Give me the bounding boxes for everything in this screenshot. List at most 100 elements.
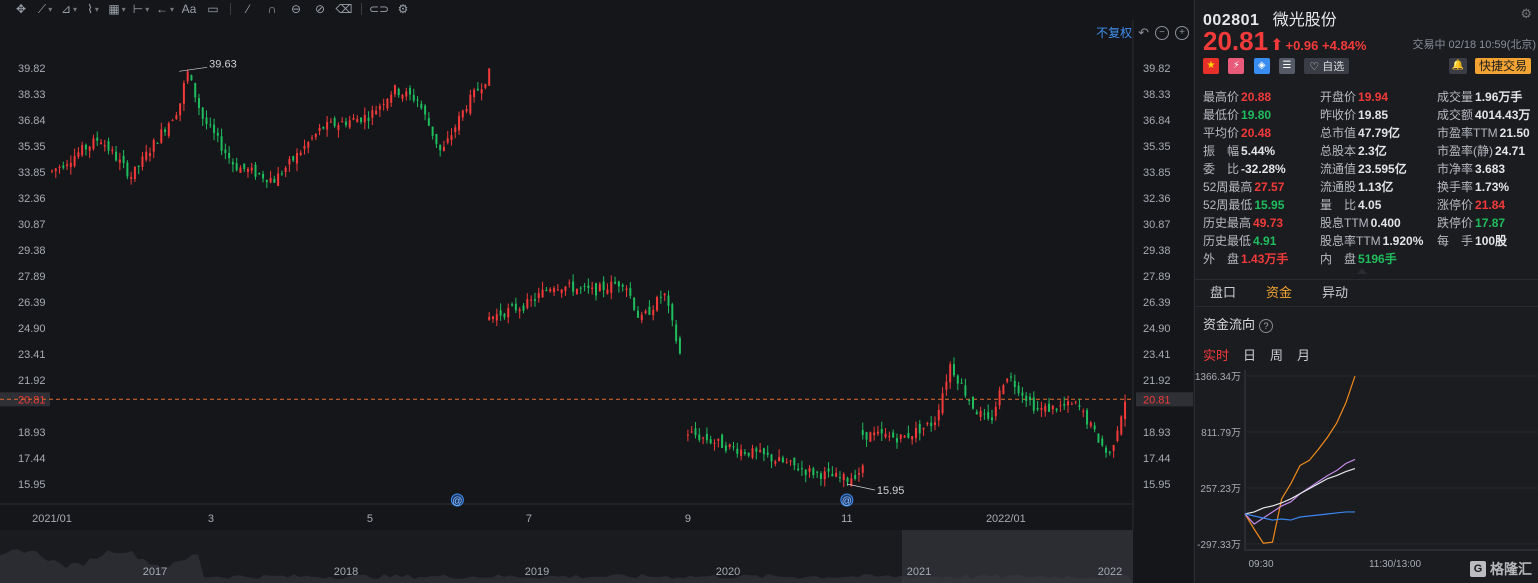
settings-tool-button[interactable]: ⚙ xyxy=(392,1,414,17)
candle-body xyxy=(960,382,963,384)
candle-body xyxy=(869,432,872,442)
min-marker-line xyxy=(846,483,875,491)
comment-tool-icon: ▭ xyxy=(207,2,219,16)
candle-body xyxy=(420,103,423,109)
candle-body xyxy=(621,284,624,287)
quote-value: 20.48 xyxy=(1241,126,1272,140)
candle-body xyxy=(721,434,724,448)
max-price-label: 39.63 xyxy=(209,58,237,70)
candle-body xyxy=(473,89,476,98)
margin-trading-icon[interactable]: ⚡ xyxy=(1228,58,1245,74)
candle-body xyxy=(352,117,355,120)
candle-body xyxy=(107,141,110,151)
text-tool-button[interactable]: Aa xyxy=(178,1,200,17)
kline-chart[interactable]: 39.82 39.82 38.33 38.33 36.84 36.84 35.35 35.35… xyxy=(0,0,1193,583)
tag-icon[interactable]: ◈ xyxy=(1253,58,1270,74)
period-tab-1[interactable]: 日 xyxy=(1243,348,1257,363)
comment-tool-button[interactable]: ▭ xyxy=(202,1,224,17)
candle-body xyxy=(663,293,666,296)
candle-body xyxy=(556,289,559,291)
candle-body xyxy=(678,337,681,354)
arrow-tool-button[interactable]: ← ▾ xyxy=(154,1,176,17)
candle-body xyxy=(303,145,306,150)
candle-body xyxy=(812,468,815,476)
candle-body xyxy=(998,390,1001,406)
pencil-tool-button[interactable]: ⁄ xyxy=(237,1,259,17)
quick-trade-button[interactable]: 快捷交易 xyxy=(1474,58,1531,74)
fund-flow-chart[interactable]: 1366.34万 811.79万 257.23万 -297.33万 09:30 11:30… xyxy=(1195,366,1538,583)
y-tick-label-left: 35.35 xyxy=(18,141,46,153)
candle-body xyxy=(262,173,265,179)
candle-body xyxy=(378,105,381,110)
period-tab-0[interactable]: 实时 xyxy=(1203,348,1230,363)
measure-tool-button[interactable]: ⊢ ▾ xyxy=(130,1,152,17)
event-marker-icon[interactable] xyxy=(840,493,854,507)
candle-body xyxy=(1044,405,1047,412)
zoom-in-icon[interactable]: + xyxy=(1175,25,1189,40)
candle-body xyxy=(907,432,910,438)
period-tab-3[interactable]: 月 xyxy=(1297,348,1311,363)
kline-chart-area[interactable]: ✥ ⟋ ▾ ⊿ ▾ ⌇ ▾ ▦ ▾ ⊢ ▾ ← ▾ Aa ▭ ⁄ ∩ ⊖ ⊘ ⌫ ⊂⊃ ⚙ 39.82 39.82 38.33… xyxy=(0,0,1193,583)
candle-body xyxy=(201,107,204,119)
candle-body xyxy=(895,438,898,443)
crosshair-tool-button[interactable]: ✥ xyxy=(10,1,32,17)
zoom-out-icon[interactable]: − xyxy=(1155,25,1169,40)
quote-row: 外 盘 1.43万手内 盘 5196手 xyxy=(1203,250,1537,268)
collapse-caret-icon[interactable] xyxy=(1357,268,1367,274)
candle-body xyxy=(424,105,427,115)
quote-label: 最低价 xyxy=(1203,108,1240,122)
quote-value: 49.73 xyxy=(1253,216,1284,230)
eye-tool-button[interactable]: ⊖ xyxy=(285,1,307,17)
quote-row: 振 幅 5.44% 总股本 2.3亿 市盈率(静) 24.71 xyxy=(1203,142,1537,160)
y-tick-label-right: 18.93 xyxy=(1143,427,1171,439)
link-tool-button[interactable]: ⊂⊃ xyxy=(368,1,390,17)
wave-tool-button[interactable]: ⌇ ▾ xyxy=(82,1,104,17)
undo-icon[interactable]: ↶ xyxy=(1138,24,1149,40)
candle-body xyxy=(356,118,359,123)
tab-2[interactable]: 异动 xyxy=(1322,285,1349,300)
candle-body xyxy=(991,417,993,421)
quote-value: 4.91 xyxy=(1253,234,1277,248)
navigator-window[interactable] xyxy=(902,530,1133,583)
candle-body xyxy=(770,454,773,462)
bell-icon[interactable]: 🔔 xyxy=(1449,58,1467,74)
line-tool-button[interactable]: ⟋ ▾ xyxy=(34,1,56,17)
candle-body xyxy=(337,125,340,130)
quote-cell: 最低价 19.80 xyxy=(1203,106,1320,124)
hide-tool-button[interactable]: ⊘ xyxy=(309,1,331,17)
fib-tool-button[interactable]: ▦ ▾ xyxy=(106,1,128,17)
quote-value: 3.683 xyxy=(1475,162,1506,176)
help-icon[interactable]: ? xyxy=(1259,319,1274,333)
candle-body xyxy=(511,304,514,306)
candle-body xyxy=(488,316,491,320)
candle-body xyxy=(835,472,838,477)
candle-body xyxy=(994,406,997,417)
candle-body xyxy=(299,152,302,155)
y-tick-label-right: 35.35 xyxy=(1143,141,1171,153)
note-icon[interactable]: ☰ xyxy=(1279,58,1296,74)
price-adjust-button[interactable]: 不复权 xyxy=(1096,26,1133,40)
add-watchlist-button[interactable]: ♡ 自选 xyxy=(1304,58,1350,74)
navigator-year-label: 2017 xyxy=(143,566,167,578)
quote-value: 4.05 xyxy=(1358,198,1382,212)
y-tick-label-right: 30.87 xyxy=(1143,219,1171,231)
fund-flow-title: 资金流向? xyxy=(1203,314,1274,333)
candle-body xyxy=(800,468,803,470)
magnet-tool-button[interactable]: ∩ xyxy=(261,1,283,17)
candle-body xyxy=(458,116,461,131)
period-tab-2[interactable]: 周 xyxy=(1270,348,1284,363)
channel-tool-button[interactable]: ⊿ ▾ xyxy=(58,1,80,17)
candle-body xyxy=(728,444,731,447)
gear-icon[interactable]: ⚙ xyxy=(1520,6,1532,21)
tab-0[interactable]: 盘口 xyxy=(1210,285,1237,300)
delete-tool-button[interactable]: ⌫ xyxy=(333,1,355,17)
candle-body xyxy=(522,305,525,311)
quote-cell: 市净率 3.683 xyxy=(1437,160,1537,178)
candle-body xyxy=(322,127,325,129)
candle-body xyxy=(488,68,491,86)
candle-body xyxy=(427,118,430,126)
quote-label: 52周最高 xyxy=(1203,180,1253,194)
tab-1[interactable]: 资金 xyxy=(1266,285,1293,300)
x-tick-label: 11 xyxy=(841,513,852,525)
event-marker-icon[interactable] xyxy=(450,493,464,507)
